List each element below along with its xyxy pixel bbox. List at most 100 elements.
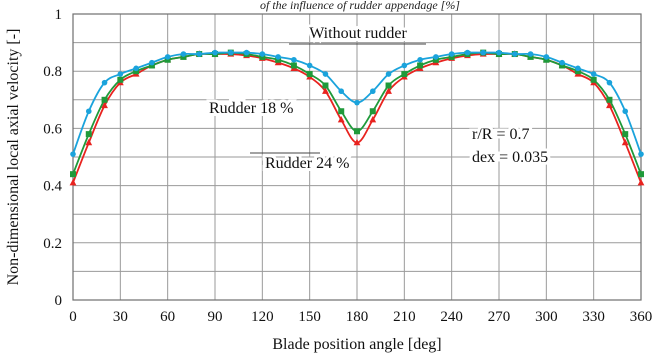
data-point [606, 101, 613, 109]
x-tick-label: 300 [535, 309, 558, 325]
data-point [496, 49, 502, 56]
data-point [574, 68, 581, 75]
data-point [606, 79, 613, 86]
data-point [306, 62, 313, 69]
data-point [227, 49, 234, 56]
data-point [543, 56, 550, 63]
data-point [70, 171, 76, 178]
data-point [290, 62, 297, 69]
y-tick-label: 0 [55, 293, 63, 309]
annotation-params-line2: dex = 0.035 [472, 149, 548, 166]
data-point [133, 65, 139, 72]
data-point [85, 138, 93, 146]
data-point [369, 116, 377, 123]
grid [73, 14, 641, 300]
data-point [385, 71, 392, 77]
annotation-without-rudder: Without rudder [289, 22, 426, 45]
data-point [401, 71, 408, 78]
data-point [306, 71, 313, 78]
data-point [69, 178, 77, 186]
x-tick-label: 360 [630, 309, 653, 325]
data-point [117, 76, 124, 83]
data-point [385, 87, 392, 94]
data-point [149, 59, 155, 66]
x-tick-label: 90 [208, 309, 223, 325]
x-tick-label: 60 [160, 309, 175, 325]
data-point [243, 49, 250, 56]
data-point [606, 96, 613, 103]
data-point [259, 53, 266, 60]
series-without-rudder [70, 49, 644, 157]
data-point [622, 131, 629, 138]
data-point [432, 56, 439, 63]
data-point [480, 49, 487, 56]
data-point [590, 76, 597, 83]
data-point [337, 116, 345, 123]
data-point [527, 51, 534, 57]
x-tick-label: 210 [393, 309, 416, 325]
data-point [148, 62, 155, 69]
x-axis-label: Blade position angle [deg] [272, 336, 441, 353]
data-point [638, 171, 644, 178]
data-point [101, 101, 108, 109]
data-point [196, 51, 203, 57]
data-point [559, 62, 566, 69]
data-point [275, 56, 282, 63]
data-point [401, 62, 408, 69]
data-point [259, 51, 266, 57]
x-tick-label: 330 [582, 309, 605, 325]
annotation-params: r/R = 0.7 dex = 0.035 [469, 123, 551, 169]
plot-area-frame [72, 13, 642, 301]
data-point [559, 59, 565, 66]
data-point [369, 88, 376, 95]
y-tick-label: 0.2 [43, 236, 62, 252]
data-point [180, 51, 187, 57]
annotation-rudder-24-text: Rudder 24 % [265, 155, 349, 172]
data-point [417, 62, 424, 69]
data-point [385, 82, 392, 89]
data-point [590, 71, 597, 77]
data-point [133, 68, 140, 75]
data-point [101, 96, 108, 103]
annotation-rudder-24: Rudder 24 % [250, 152, 352, 175]
data-point [417, 56, 423, 63]
data-point [354, 128, 360, 135]
data-point [464, 49, 471, 56]
tick-labels: 0 30 60 90 120 150 180 210 240 270 300 330 360 0 0.2 0.… [43, 7, 652, 325]
data-point [543, 54, 550, 60]
data-point [101, 79, 108, 86]
data-point [164, 56, 171, 63]
data-point [353, 138, 361, 146]
x-tick-label: 270 [488, 309, 511, 325]
x-tick-label: 180 [346, 309, 369, 325]
data-point [164, 54, 171, 60]
data-point [291, 56, 297, 63]
data-point [622, 108, 629, 115]
y-tick-label: 1 [55, 7, 63, 23]
data-point [448, 51, 455, 57]
annotation-rudder-18: Rudder 18 % [209, 100, 293, 117]
y-axis-label: Non-dimensional local axial velocity [-] [5, 29, 22, 286]
x-tick-label: 0 [69, 309, 77, 325]
series-layer [69, 49, 645, 186]
data-point [275, 54, 281, 60]
data-point [575, 65, 581, 72]
data-point [638, 151, 644, 157]
data-point [70, 151, 76, 157]
y-tick-label: 0.6 [43, 121, 62, 137]
x-tick-label: 240 [440, 309, 463, 325]
data-point [354, 99, 360, 106]
data-point [637, 178, 645, 186]
caption-fragment: of the influence of rudder appendage [%] [260, 0, 460, 12]
data-point [322, 71, 329, 77]
data-point [85, 131, 92, 138]
data-point [511, 51, 518, 57]
annotation-params-line1: r/R = 0.7 [472, 126, 529, 143]
data-point [433, 54, 439, 60]
x-tick-label: 120 [251, 309, 274, 325]
annotation-without-rudder-text: Without rudder [309, 25, 407, 42]
data-point [527, 53, 534, 60]
data-point [180, 53, 187, 60]
x-tick-label: 30 [113, 309, 128, 325]
